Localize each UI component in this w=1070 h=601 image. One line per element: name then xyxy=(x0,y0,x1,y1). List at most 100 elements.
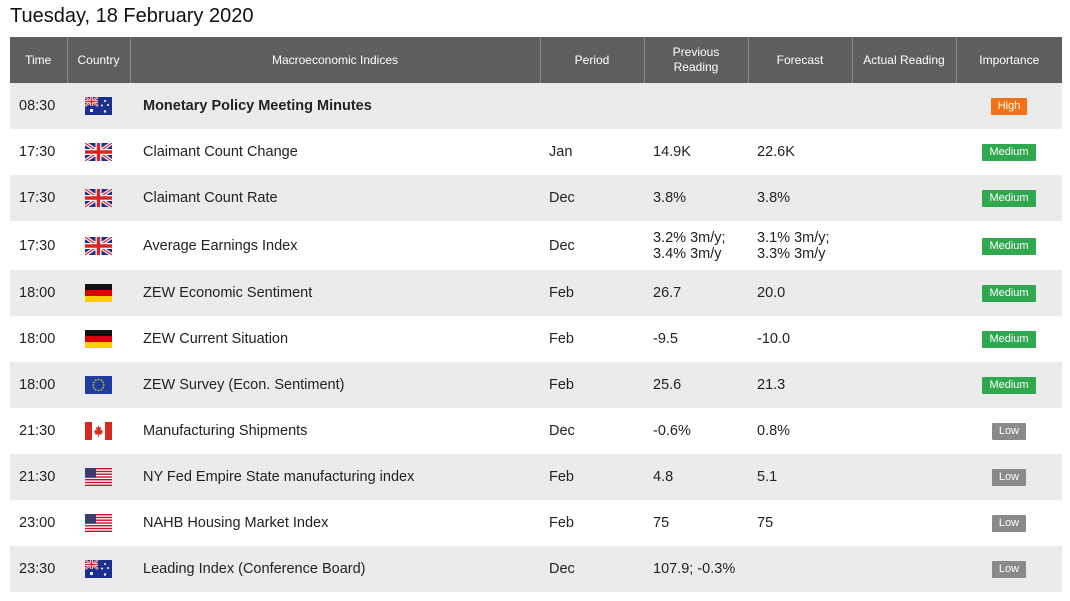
forecast-value: 0.8% xyxy=(757,423,791,439)
australia-flag-icon xyxy=(85,97,112,115)
previous-value: 107.9; -0.3% xyxy=(653,561,736,577)
table-row[interactable]: 18:00 ZEW Economic Sentiment Feb 26.7 20.0 Me… xyxy=(10,270,1062,316)
column-header-time[interactable]: Time xyxy=(10,37,67,83)
actual-reading-cell xyxy=(852,316,956,362)
previous-reading-cell: 25.6 xyxy=(644,362,748,408)
time-cell: 21:30 xyxy=(10,454,67,500)
actual-reading-cell xyxy=(852,408,956,454)
country-cell xyxy=(67,454,130,500)
actual-reading-cell xyxy=(852,362,956,408)
actual-reading-cell xyxy=(852,83,956,129)
country-cell xyxy=(67,175,130,221)
period-cell: Feb xyxy=(540,270,644,316)
forecast-value: 21.3 xyxy=(757,377,786,393)
table-row[interactable]: 17:30 Average Earnings Index Dec 3.2% 3m/y;… xyxy=(10,221,1062,270)
importance-cell: High xyxy=(956,83,1062,129)
table-row[interactable]: 21:30 NY Fed Empire State manufacturing i… xyxy=(10,454,1062,500)
period-cell: Feb xyxy=(540,500,644,546)
time-cell: 18:00 xyxy=(10,362,67,408)
forecast-cell: 75 xyxy=(748,500,852,546)
table-row[interactable]: 18:00 ZEW Survey (Econ. Sentiment) Feb 25.6… xyxy=(10,362,1062,408)
previous-reading-cell: -9.5 xyxy=(644,316,748,362)
importance-badge: Low xyxy=(991,561,1027,578)
time-cell: 08:30 xyxy=(10,83,67,129)
column-header-actual[interactable]: Actual Reading xyxy=(851,37,956,83)
importance-badge: Medium xyxy=(982,237,1036,255)
importance-cell: Medium xyxy=(956,221,1062,270)
indicator-name-cell: Leading Index (Conference Board) xyxy=(130,546,540,592)
time-cell: 21:30 xyxy=(10,408,67,454)
forecast-cell xyxy=(748,83,852,129)
period-cell: Dec xyxy=(540,408,644,454)
importance-badge: Low xyxy=(991,469,1027,486)
actual-reading-cell xyxy=(852,454,956,500)
time-cell: 18:00 xyxy=(10,270,67,316)
time-cell: 23:00 xyxy=(10,500,67,546)
time-cell: 17:30 xyxy=(10,221,67,270)
importance-badge: High xyxy=(990,98,1028,115)
previous-line2: 3.4% 3m/y xyxy=(653,245,722,262)
period-cell: Dec xyxy=(540,221,644,270)
previous-reading-cell: 26.7 xyxy=(644,270,748,316)
previous-reading-cell: 107.9; -0.3% xyxy=(644,546,748,592)
canada-flag-icon xyxy=(85,422,112,440)
germany-flag-icon xyxy=(85,284,112,302)
previous-value: 3.8% xyxy=(653,190,687,206)
period-cell: Dec xyxy=(540,546,644,592)
indicator-name-cell: NAHB Housing Market Index xyxy=(130,500,540,546)
forecast-value: 5.1 xyxy=(757,469,778,485)
forecast-cell: 22.6K xyxy=(748,129,852,175)
column-header-forecast[interactable]: Forecast xyxy=(747,37,852,83)
importance-cell: Low xyxy=(956,546,1062,592)
country-cell xyxy=(67,129,130,175)
column-header-index[interactable]: Macroeconomic Indices xyxy=(129,37,540,83)
table-row[interactable]: 08:30 Monetary Policy Meeting Minutes High xyxy=(10,83,1062,129)
table-row[interactable]: 23:00 NAHB Housing Market Index Feb 75 75 Low xyxy=(10,500,1062,546)
importance-badge: Medium xyxy=(982,285,1036,302)
indicator-name-cell: NY Fed Empire State manufacturing index xyxy=(130,454,540,500)
period-cell: Jan xyxy=(540,129,644,175)
uk-flag-icon xyxy=(85,189,112,207)
table-row[interactable]: 21:30 Manufacturing Shipments Dec -0.6% 0.8%… xyxy=(10,408,1062,454)
column-header-period[interactable]: Period xyxy=(539,37,644,83)
previous-value: 26.7 xyxy=(653,285,682,301)
indicator-name-cell: ZEW Survey (Econ. Sentiment) xyxy=(130,362,540,408)
table-row[interactable]: 18:00 ZEW Current Situation Feb -9.5 -10.0 Me… xyxy=(10,316,1062,362)
importance-cell: Low xyxy=(956,500,1062,546)
table-row[interactable]: 17:30 Claimant Count Change Jan 14.9K 22.6K M… xyxy=(10,129,1062,175)
country-cell xyxy=(67,500,130,546)
forecast-value: 22.6K xyxy=(757,144,795,160)
table-row[interactable]: 17:30 Claimant Count Rate Dec 3.8% 3.8% Mediu… xyxy=(10,175,1062,221)
forecast-value: 3.8% xyxy=(757,190,791,206)
forecast-line2: 3.3% 3m/y xyxy=(757,245,826,262)
importance-cell: Medium xyxy=(956,316,1062,362)
forecast-value: -10.0 xyxy=(757,331,791,347)
eu-flag-icon xyxy=(85,376,112,394)
actual-reading-cell xyxy=(852,221,956,270)
actual-reading-cell xyxy=(852,500,956,546)
forecast-cell: 0.8% xyxy=(748,408,852,454)
previous-reading-cell: 75 xyxy=(644,500,748,546)
actual-reading-cell xyxy=(852,175,956,221)
previous-line1: 3.2% 3m/y; xyxy=(653,229,726,246)
previous-value: 25.6 xyxy=(653,377,682,393)
column-header-importance[interactable]: Importance xyxy=(955,37,1062,83)
importance-cell: Low xyxy=(956,408,1062,454)
country-cell xyxy=(67,362,130,408)
period-cell: Feb xyxy=(540,454,644,500)
column-header-previous[interactable]: Previous Reading xyxy=(643,37,748,83)
column-header-country[interactable]: Country xyxy=(66,37,130,83)
uk-flag-icon xyxy=(85,143,112,161)
column-header-previous-line1: Previous xyxy=(672,45,720,59)
previous-reading-cell: 3.8% xyxy=(644,175,748,221)
table-row[interactable]: 23:30 Leading Index (Conference Board) Dec… xyxy=(10,546,1062,592)
indicator-name-cell: Monetary Policy Meeting Minutes xyxy=(130,83,540,129)
importance-badge: Medium xyxy=(982,190,1036,207)
period-cell xyxy=(540,83,644,129)
importance-badge: Low xyxy=(991,515,1027,532)
australia-flag-icon xyxy=(85,560,112,578)
indicator-name-cell: ZEW Current Situation xyxy=(130,316,540,362)
previous-value: 4.8 xyxy=(653,469,674,485)
economic-calendar-table: Time Country Macroeconomic Indices Perio… xyxy=(10,37,1062,592)
country-cell xyxy=(67,408,130,454)
